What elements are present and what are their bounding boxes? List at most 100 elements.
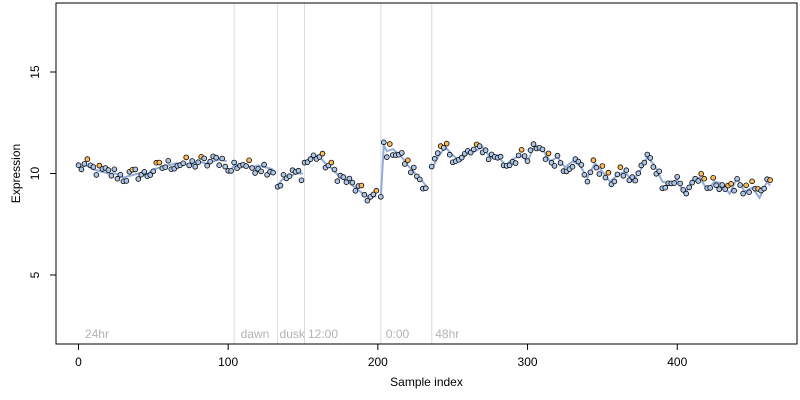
data-point [398,150,405,156]
data-point [377,194,384,200]
data-point [222,163,229,170]
data-point [298,177,305,184]
data-point [286,173,293,180]
data-point [719,182,725,188]
data-point [734,176,740,182]
data-point [349,179,356,186]
data-point [180,160,187,167]
data-point [105,167,112,173]
data-point [316,154,323,160]
data-point [219,155,226,162]
data-point [584,178,591,185]
data-point [252,170,258,176]
y-tick-label: 15 [28,65,42,79]
data-point [428,163,435,170]
data-point [319,150,326,157]
data-point [713,182,719,189]
data-point [258,168,264,175]
data-point [440,145,447,151]
data-point [599,163,606,169]
data-point [716,186,722,193]
data-point [632,177,639,184]
data-point [364,197,371,204]
data-point [662,184,669,191]
data-point [331,166,338,173]
data-point [737,182,743,188]
data-point [401,161,408,167]
data-point [75,162,82,169]
data-point [346,175,353,182]
data-point [515,152,522,159]
period-label: dawn [241,327,270,341]
data-point [557,160,564,166]
data-point [458,154,465,161]
data-point [147,172,154,178]
period-label: dusk [280,327,306,341]
data-point [249,165,255,171]
data-point [485,156,492,163]
y-axis-title: Expression [9,144,23,203]
data-point [195,159,202,166]
data-point [84,156,91,162]
data-point [542,156,549,163]
data-point [431,155,438,162]
data-point [521,153,528,159]
data-point [277,182,284,189]
data-point [340,174,347,180]
data-point [767,177,773,183]
data-point [204,162,211,169]
data-point [114,175,121,182]
data-point [370,191,377,198]
data-point [695,178,701,184]
y-axis: 5 10 15 [28,65,57,278]
x-tick-label: 100 [218,355,238,369]
data-point [81,161,88,167]
data-point [635,170,642,177]
data-point [671,180,677,186]
period-label: 24hr [85,327,109,341]
data-point [386,141,393,147]
data-point [593,164,600,171]
data-point [201,155,208,162]
period-label: 48hr [435,327,459,341]
y-tick-label: 10 [28,167,42,181]
data-point [228,168,234,174]
data-point [150,168,157,175]
period-label: 12:00 [308,327,338,341]
data-point [581,172,588,178]
data-point [683,190,689,197]
data-point [380,139,387,146]
data-point [216,162,223,169]
data-point [186,162,193,169]
data-point [512,160,519,166]
data-point [295,167,302,174]
data-point [590,157,597,164]
data-point [527,147,534,154]
data-point [90,164,97,170]
data-point [761,185,767,192]
data-point [117,172,124,178]
data-point [243,163,249,169]
data-point [677,180,683,187]
data-point [524,158,531,164]
data-point [108,173,115,179]
data-point [722,186,728,192]
data-point [476,143,483,149]
data-point [123,178,130,184]
data-point [93,172,100,178]
period-boundary-lines [233,3,433,344]
data-point [644,151,651,158]
data-point [189,158,196,164]
data-point [343,179,350,186]
data-point [731,187,737,194]
data-point [192,164,199,170]
data-point [416,176,423,183]
x-tick-label: 200 [368,355,388,369]
data-point [605,169,612,176]
data-point [596,171,603,177]
data-point [698,171,704,177]
data-point [740,190,746,197]
data-point [578,162,585,168]
data-point [707,185,713,191]
